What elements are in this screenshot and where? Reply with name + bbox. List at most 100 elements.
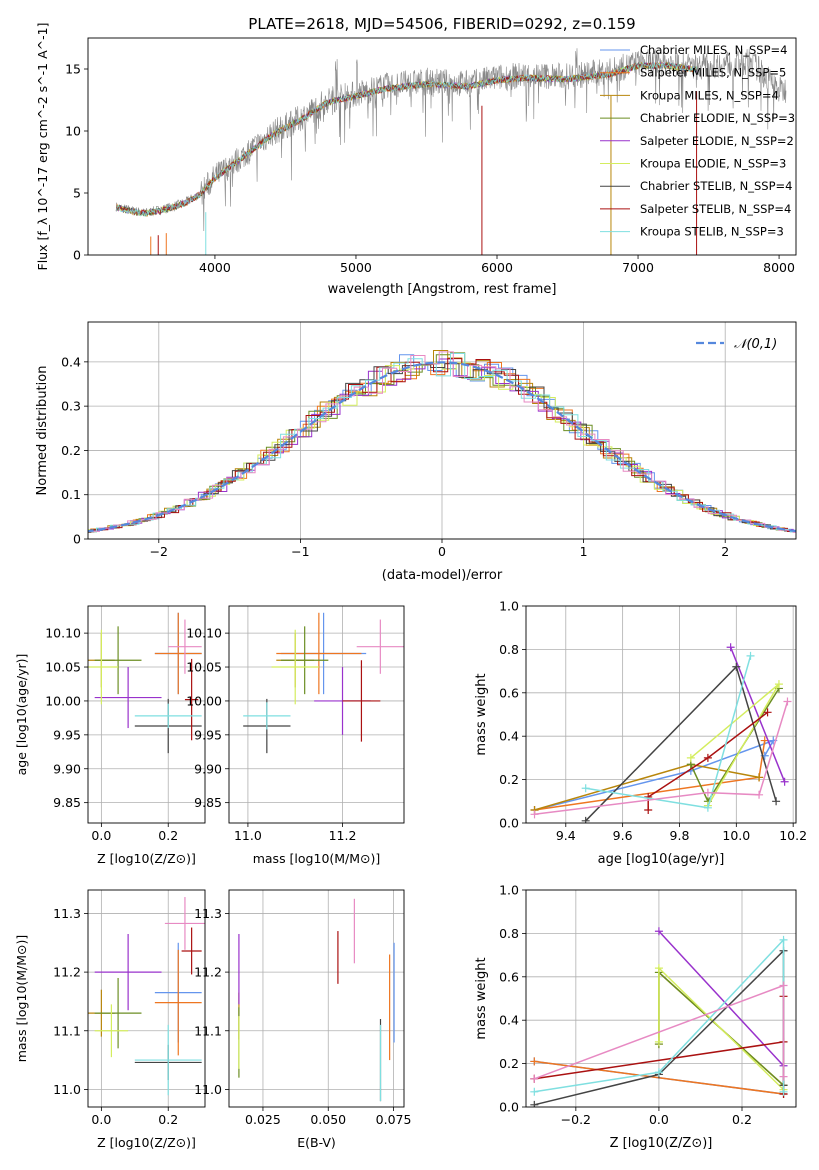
errorbar-point [164,897,205,950]
y-tick-label: 0.0 [499,1100,519,1115]
axes-frame [87,321,797,540]
age-vs-mass-panel: 11.0 11.2 9.85 9.90 9.95 10.00 10.05 10.10 mass … [186,605,405,866]
y-tick-label: 11.0 [53,1082,81,1097]
errorbar-point [342,660,381,742]
mass-weight-line [534,763,760,811]
legend-label: Kroupa ELODIE, N_SSP=3 [640,157,786,171]
y-tick-label: 0.6 [499,685,519,700]
errorbar-point [154,949,202,1056]
mass-weight-point [726,643,735,652]
errorbar-point [271,629,319,705]
y-tick-label: 0 [73,248,81,263]
y-tick-label: 0.8 [499,926,519,941]
axes-frame [87,37,797,256]
y-tick-label: 0.2 [499,772,519,787]
mass-weight-point [780,777,789,786]
mass-weight-point [779,1072,788,1081]
axes-frame [228,605,405,824]
x-tick-label: −1 [291,544,309,559]
x-tick-label: 10.2 [779,828,807,843]
errorbar-point [94,1004,129,1058]
x-tick-label: 9.6 [613,828,633,843]
errorbar-point [243,702,291,730]
mass-vs-metallicity-panel: 0.0 0.2 11.0 11.1 11.2 11.3 Z [log10(Z/Z⊙)] mas… [14,889,206,1150]
plot-area [243,612,404,754]
mass-vs-extinction-panel: 0.025 0.050 0.075 11.0 11.1 11.2 11.3 E(B-V) [194,889,411,1150]
y-tick-label: 9.95 [53,727,81,742]
mass-weight-point [772,797,781,806]
y-tick-label: 10.05 [45,660,81,675]
x-axis-label: age [log10(age/yr)] [598,852,725,867]
y-tick-label: 10 [65,124,81,139]
mass-weight-point [530,1074,539,1083]
plot-area [115,48,787,255]
x-tick-label: 7000 [622,260,654,275]
mass-weight-point [654,1037,663,1046]
legend-label: Salpeter STELIB, N_SSP=4 [640,202,791,216]
weight-vs-metallicity-panel: −0.2 0.0 0.2 0.0 0.2 0.4 0.6 0.8 1.0 Z [log10(Z/Z… [474,883,797,1151]
legend-label: Kroupa STELIB, N_SSP=3 [640,225,784,239]
y-tick-label: 10.00 [186,693,222,708]
mass-weight-point [654,964,663,973]
spectrum-panel: 4000 5000 6000 7000 8000 0 5 10 15 Chabrier MILES… [35,15,797,297]
x-axis-label: Z [log10(Z/Z⊙)] [610,1136,713,1151]
mass-weight-point [530,1087,539,1096]
x-tick-label: 0.2 [158,1112,178,1127]
y-tick-label: 11.3 [53,906,81,921]
errorbar-point [94,933,162,1011]
x-axis-label: (data-model)/error [382,568,503,583]
errorbar-point [94,626,142,695]
axes-frame [525,889,797,1108]
y-axis-label: mass weight [474,673,489,755]
model-spectrum-line [115,61,698,217]
x-axis-label: E(B-V) [297,1135,336,1150]
errorbar-point [134,703,202,729]
y-tick-label: 0.2 [499,1056,519,1071]
x-tick-label: 0 [438,544,446,559]
y-tick-label: 11.2 [53,965,81,980]
mass-weight-point [530,1100,539,1107]
legend-label: 𝒩(0,1) [734,337,777,352]
y-tick-label: 9.90 [53,761,81,776]
x-tick-label: 1 [580,544,588,559]
x-tick-label: 0.2 [158,828,178,843]
x-axis-label: Z [log10(Z/Z⊙)] [97,851,196,866]
y-tick-label: 11.2 [194,965,222,980]
y-tick-label: 1.0 [499,599,519,614]
x-tick-label: 9.8 [670,828,690,843]
mass-weight-point [581,784,590,793]
x-tick-label: 0.2 [732,1112,752,1127]
y-axis-label: Flux [f_λ 10^-17 erg cm^-2 s^-1 A^-1] [35,23,50,271]
x-tick-label: 8000 [763,260,795,275]
mass-weight-point [755,790,764,799]
axes-frame [87,889,206,1108]
y-axis-label: age [log10(age/yr)] [14,654,29,776]
plot-area [88,350,796,534]
plot-area [88,612,202,754]
x-tick-label: 11.2 [329,828,357,843]
y-tick-label: 1.0 [499,883,519,898]
legend-label: Kroupa MILES, N_SSP=4 [640,88,779,102]
y-tick-label: 0.4 [61,354,81,369]
x-tick-label: 0.0 [91,828,111,843]
plot-area [530,927,788,1107]
x-axis-label: mass [log10(M/M⊙)] [253,851,381,866]
x-tick-label: 10.0 [722,828,750,843]
errorbar-point [134,1024,202,1096]
mass-weight-line [534,740,766,811]
y-tick-label: 11.0 [194,1082,222,1097]
legend-label: Chabrier MILES, N_SSP=4 [640,43,787,57]
x-tick-label: −0.2 [561,1112,591,1127]
mass-weight-point [779,1087,788,1096]
mass-weight-point [783,697,792,706]
mass-weight-point [581,816,590,823]
y-axis-label: mass weight [474,957,489,1039]
mass-weight-point [703,753,712,762]
y-tick-label: 10.05 [186,660,222,675]
legend-label: Salpeter ELODIE, N_SSP=2 [640,134,794,148]
x-tick-label: 9.4 [556,828,576,843]
x-tick-label: 0.0 [91,1112,111,1127]
mass-weight-point [774,680,783,689]
x-tick-label: 0.050 [310,1112,346,1127]
